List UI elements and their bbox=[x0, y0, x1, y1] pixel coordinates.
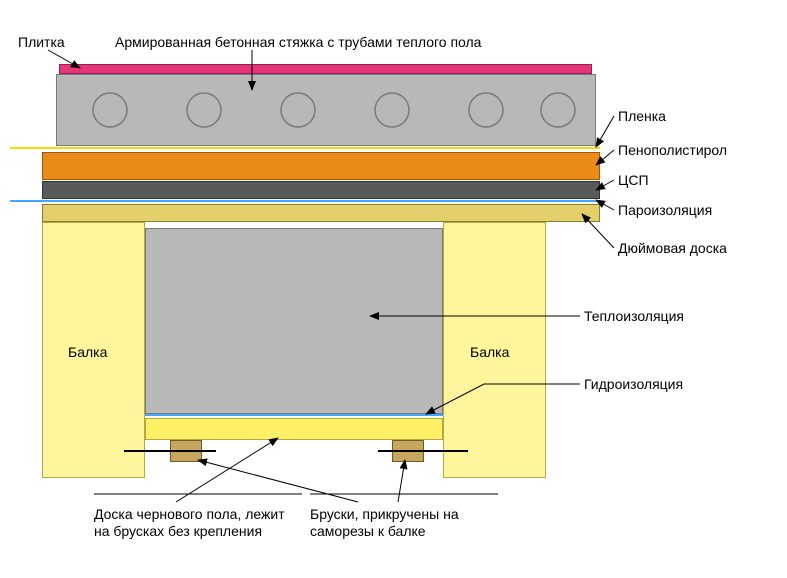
screed-layer bbox=[56, 74, 596, 146]
label-film: Пленка bbox=[618, 108, 666, 125]
hydro-line bbox=[145, 414, 443, 416]
inch-board bbox=[42, 204, 600, 222]
screw-right bbox=[378, 450, 468, 452]
diagram-canvas: Плитка Армированная бетонная стяжка с тру… bbox=[0, 0, 787, 578]
label-hydro: Гидроизоляция bbox=[584, 376, 683, 393]
label-foam: Пенополистирол bbox=[618, 142, 727, 159]
thermal-insulation bbox=[145, 228, 443, 414]
label-beam: Балка bbox=[68, 344, 107, 361]
label-csp: ЦСП bbox=[618, 172, 649, 189]
film-line bbox=[10, 147, 600, 149]
label-tile: Плитка bbox=[18, 34, 65, 51]
rough-floor-board bbox=[145, 418, 443, 440]
tile-layer bbox=[59, 64, 592, 74]
screw-left bbox=[124, 450, 216, 452]
label-inch_board: Дюймовая доска bbox=[618, 240, 727, 257]
label-insulation: Теплоизоляция bbox=[584, 308, 684, 325]
foam-layer bbox=[42, 152, 600, 180]
label-screed: Армированная бетонная стяжка с трубами т… bbox=[115, 34, 481, 51]
label-beam: Балка bbox=[470, 344, 509, 361]
label-rough: Доска чернового пола, лежит на брусках б… bbox=[94, 506, 290, 540]
label-vapor: Пароизоляция bbox=[618, 202, 712, 219]
vapor-line bbox=[10, 200, 600, 202]
csp-layer bbox=[42, 181, 600, 199]
label-brus: Бруски, прикручены на саморезы к балке bbox=[310, 506, 506, 540]
